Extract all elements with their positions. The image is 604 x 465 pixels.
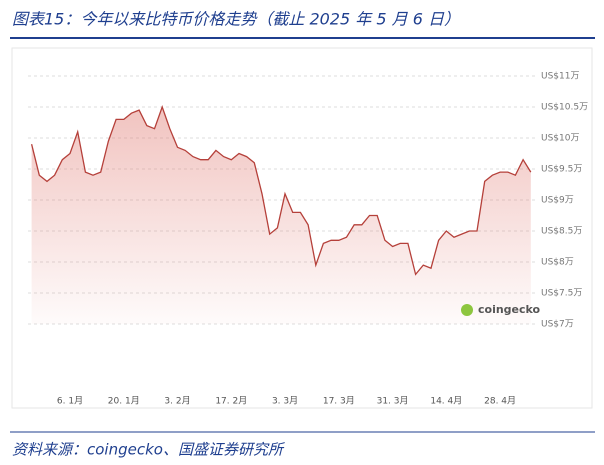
y-tick-label: US$8万 bbox=[541, 258, 574, 268]
y-tick-label: US$8.5万 bbox=[541, 227, 582, 237]
y-tick-label: US$10万 bbox=[541, 134, 579, 144]
page-title: 图表15：今年以来比特币价格走势（截止 2025 年 5 月 6 日） bbox=[12, 10, 460, 29]
y-tick-label: US$9.5万 bbox=[541, 165, 582, 175]
x-tick-label: 14. 4月 bbox=[430, 396, 462, 407]
x-tick-label: 31. 3月 bbox=[377, 396, 409, 407]
x-tick-label: 3. 2月 bbox=[164, 396, 190, 407]
x-tick-label: 17. 3月 bbox=[323, 396, 355, 407]
x-tick-label: 3. 3月 bbox=[272, 396, 298, 407]
area bbox=[31, 107, 531, 324]
watermark: coingecko bbox=[478, 303, 541, 316]
y-tick-label: US$9万 bbox=[541, 196, 574, 206]
x-tick-label: 20. 1月 bbox=[108, 396, 140, 407]
y-tick-label: US$11万 bbox=[541, 72, 579, 82]
x-tick-label: 17. 2月 bbox=[215, 396, 247, 407]
x-tick-label: 28. 4月 bbox=[484, 396, 516, 407]
price-line bbox=[30, 105, 532, 276]
x-tick-label: 6. 1月 bbox=[57, 396, 83, 407]
y-tick-label: US$10.5万 bbox=[541, 103, 588, 113]
watermark-logo bbox=[461, 304, 473, 316]
y-tick-label: US$7万 bbox=[541, 320, 574, 330]
y-tick-label: US$7.5万 bbox=[541, 289, 582, 299]
chart-panel bbox=[11, 47, 593, 409]
source: 资料来源：coingecko、国盛证券研究所 bbox=[12, 441, 285, 459]
